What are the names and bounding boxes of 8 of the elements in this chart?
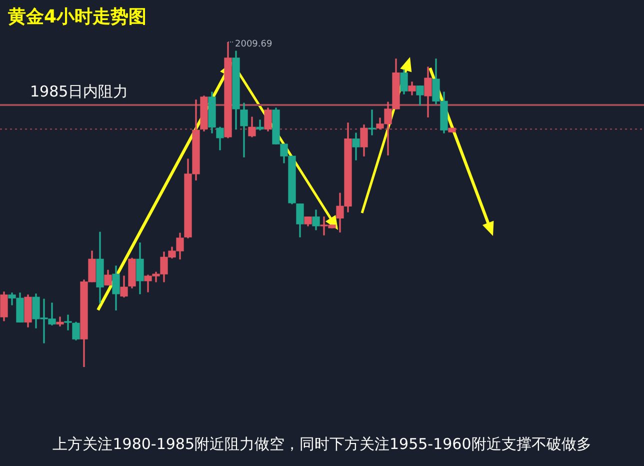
candlestick — [368, 110, 376, 136]
chart-title: 黄金4小时走势图 — [7, 6, 147, 28]
candlestick — [64, 314, 72, 330]
ref-line-label: 1985日内阻力 — [30, 82, 128, 100]
annotation: 2009.69 — [235, 39, 272, 50]
candlestick — [56, 316, 64, 326]
candlestick — [256, 120, 264, 130]
text: 上方关注1980-1985附近阻力做空，同时下方关注1955-1960附近支撑不破做多 — [52, 434, 592, 453]
